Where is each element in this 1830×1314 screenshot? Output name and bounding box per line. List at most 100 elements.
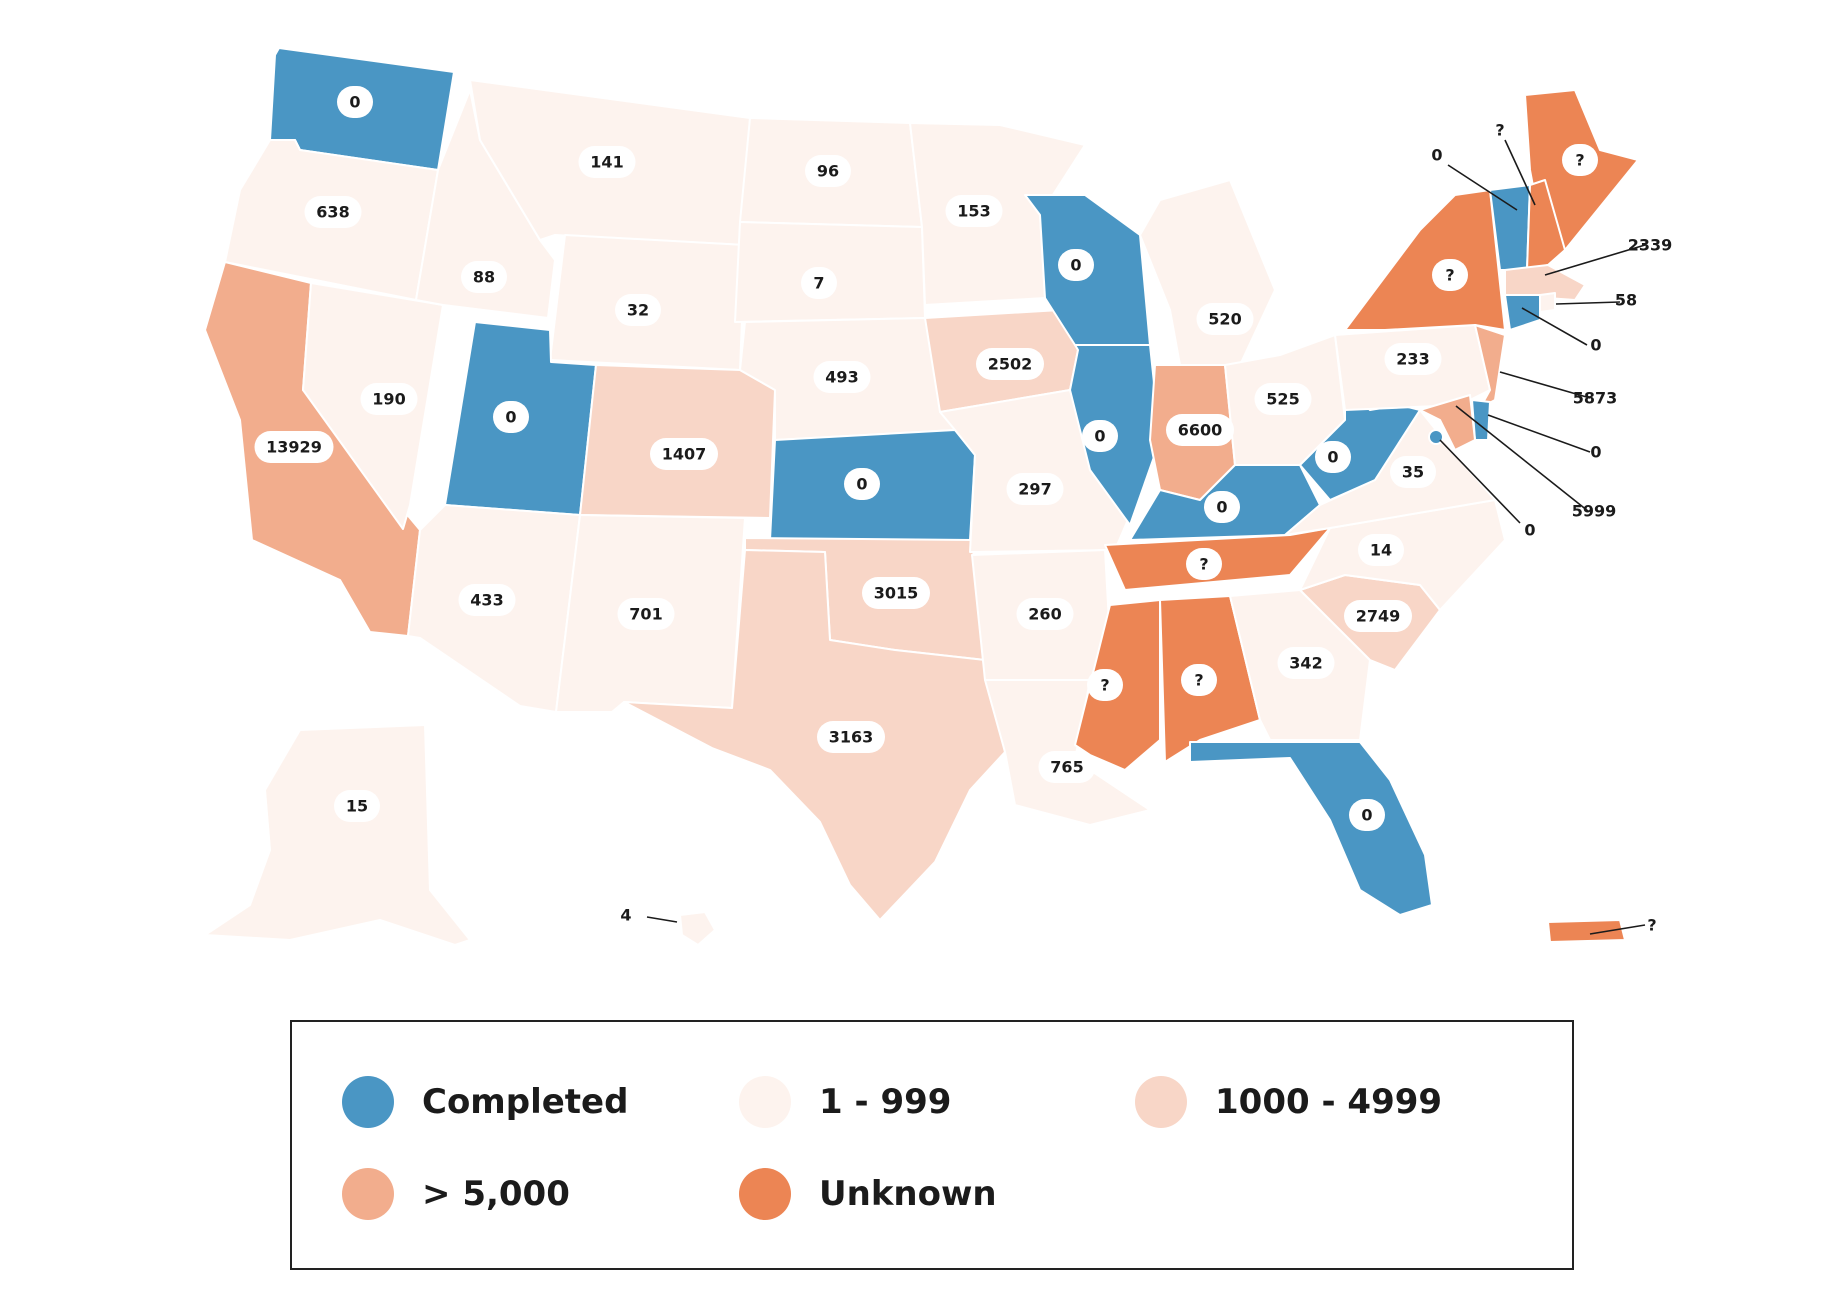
legend-item-unknown: Unknown: [739, 1168, 997, 1220]
state-ri[interactable]: [1539, 292, 1556, 313]
value-label-ma: 2339: [1628, 236, 1673, 255]
value-pill-or: [304, 196, 362, 228]
value-label-ri: 58: [1615, 291, 1637, 310]
value-pill-tn: [1186, 548, 1222, 580]
value-label-wy: 32: [627, 301, 649, 320]
value-label-ne: 493: [825, 368, 858, 387]
value-pill-me: [1562, 144, 1598, 176]
legend-label-low: 1 - 999: [819, 1082, 952, 1122]
value-label-in: 6600: [1178, 421, 1223, 440]
value-label-pa: 233: [1396, 350, 1429, 369]
leader-line-ma: [1544, 244, 1646, 276]
legend-swatch-mid: [1135, 1076, 1187, 1128]
state-id[interactable]: [415, 89, 556, 319]
value-label-wi: 0: [1070, 256, 1081, 275]
legend-item-low: 1 - 999: [739, 1076, 951, 1128]
value-pill-ut: [493, 401, 529, 433]
value-pill-mt: [578, 146, 636, 178]
value-label-dc: 0: [1524, 521, 1535, 540]
value-pill-mi: [1196, 303, 1254, 335]
value-label-co: 1407: [662, 445, 707, 464]
us-map: 0 638 13929 190 88 141 32 0 433 1407 701 96 7 493 0 301…: [204, 47, 1673, 946]
value-label-mi: 520: [1208, 310, 1241, 329]
value-label-oh: 525: [1266, 390, 1299, 409]
value-label-ks: 0: [856, 475, 867, 494]
value-label-ia: 2502: [988, 355, 1033, 374]
value-pill-wv: [1315, 441, 1351, 473]
leader-line-nj: [1499, 371, 1591, 399]
value-label-or: 638: [316, 203, 349, 222]
value-pill-il: [1082, 420, 1118, 452]
state-ak[interactable]: [204, 724, 471, 946]
value-label-sd: 7: [813, 274, 824, 293]
value-label-sc: 2749: [1356, 607, 1401, 626]
leader-line-pr: [1589, 924, 1646, 935]
value-label-tn: ?: [1199, 555, 1208, 574]
value-label-nj: 5873: [1573, 389, 1618, 408]
value-label-nh: ?: [1495, 121, 1504, 140]
state-tx[interactable]: [623, 549, 1006, 921]
value-label-ar: 260: [1028, 605, 1061, 624]
value-pill-pa: [1384, 343, 1442, 375]
state-ct[interactable]: [1504, 294, 1541, 331]
value-pill-nv: [360, 383, 418, 415]
state-fl[interactable]: [1189, 741, 1433, 916]
state-md[interactable]: [1419, 394, 1476, 451]
leader-line-vt: [1447, 164, 1518, 211]
value-pill-in: [1166, 414, 1234, 446]
value-label-ct: 0: [1590, 336, 1601, 355]
value-label-ut: 0: [505, 408, 516, 427]
value-label-nm: 701: [629, 605, 662, 624]
legend-item-high: > 5,000: [342, 1168, 570, 1220]
value-pill-sd: [801, 267, 837, 299]
value-pill-ca: [254, 431, 334, 463]
value-label-nc: 14: [1370, 541, 1392, 560]
value-pill-wa: [337, 86, 373, 118]
value-pill-ks: [844, 468, 880, 500]
state-mi[interactable]: [1139, 179, 1276, 366]
value-pill-co: [650, 438, 718, 470]
value-label-ky: 0: [1216, 498, 1227, 517]
value-pill-ky: [1204, 491, 1240, 523]
value-label-va: 35: [1402, 463, 1424, 482]
value-pill-ok: [862, 577, 930, 609]
value-label-hi: 4: [620, 906, 631, 925]
value-pill-az: [458, 584, 516, 616]
value-label-fl: 0: [1361, 806, 1372, 825]
value-label-ak: 15: [346, 797, 368, 816]
value-label-nv: 190: [372, 390, 405, 409]
value-pill-mn: [945, 195, 1003, 227]
legend-label-completed: Completed: [422, 1082, 629, 1122]
value-pill-mo: [1006, 473, 1064, 505]
legend-swatch-low: [739, 1076, 791, 1128]
value-label-ny: ?: [1445, 266, 1454, 285]
value-label-la: 765: [1050, 758, 1083, 777]
value-pill-va: [1390, 456, 1436, 488]
state-ny[interactable]: [1344, 189, 1506, 331]
value-pill-la: [1038, 751, 1096, 783]
legend-swatch-unknown: [739, 1168, 791, 1220]
value-pill-nc: [1358, 534, 1404, 566]
leader-line-md: [1455, 405, 1589, 512]
legend-label-mid: 1000 - 4999: [1215, 1082, 1443, 1122]
legend-label-high: > 5,000: [422, 1174, 570, 1214]
value-label-ga: 342: [1289, 654, 1322, 673]
value-pill-nm: [617, 598, 675, 630]
state-nh[interactable]: [1526, 179, 1566, 271]
value-pill-ny: [1432, 259, 1468, 291]
value-label-de: 0: [1590, 443, 1601, 462]
value-pill-ga: [1277, 647, 1335, 679]
value-label-nd: 96: [817, 162, 839, 181]
state-ma[interactable]: [1504, 264, 1586, 301]
value-pill-sc: [1344, 600, 1412, 632]
value-label-wv: 0: [1327, 448, 1338, 467]
value-label-mn: 153: [957, 202, 990, 221]
value-label-wa: 0: [349, 93, 360, 112]
state-hi[interactable]: [679, 911, 716, 946]
leader-line-hi: [646, 916, 678, 923]
legend-label-unknown: Unknown: [819, 1174, 997, 1214]
state-pr[interactable]: [1547, 919, 1626, 943]
leader-line-dc: [1439, 439, 1521, 524]
value-label-tx: 3163: [829, 728, 874, 747]
value-label-md: 5999: [1572, 502, 1617, 521]
